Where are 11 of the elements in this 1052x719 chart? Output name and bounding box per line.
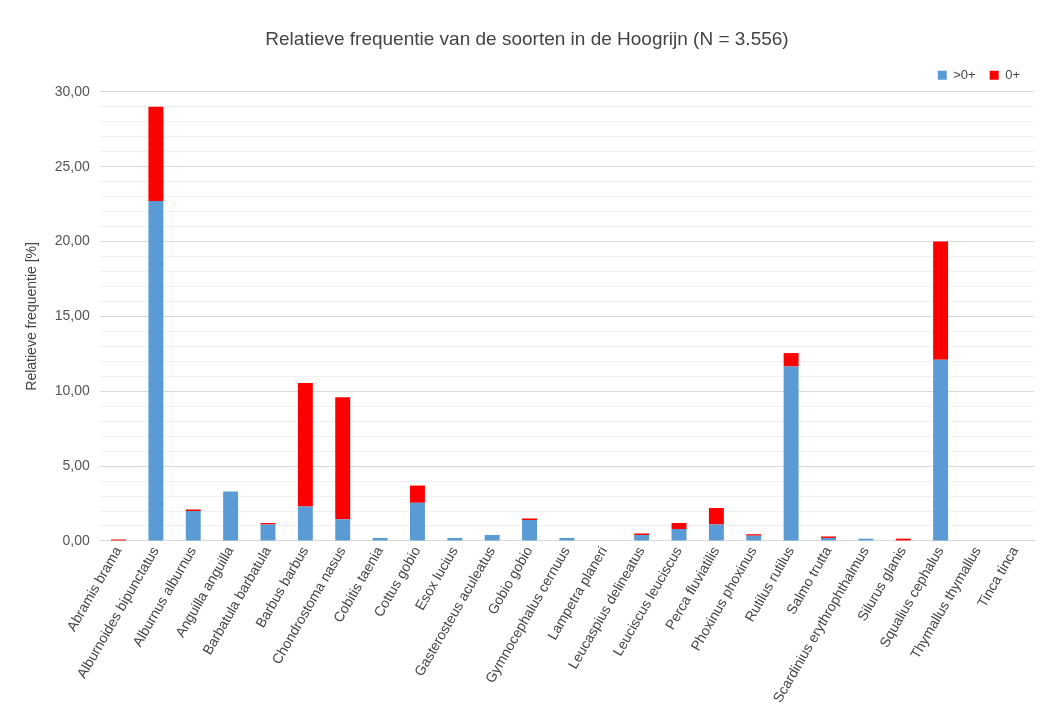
legend-label: >0+ [953,66,976,82]
chart-title: Relatieve frequentie van de soorten in de Hoogrijn (N = 3.556) [265,27,789,49]
legend-label: 0+ [1005,66,1021,82]
y-tick-label: 20,00 [54,232,91,249]
y-axis-title: Relatieve frequentie [%] [23,242,40,391]
y-tick-label: 15,00 [54,307,91,324]
y-tick-label: 10,00 [54,382,91,399]
y-tick-label: 25,00 [54,157,91,174]
y-tick-label: 5,00 [62,456,91,473]
y-tick-label: 0,00 [62,531,91,548]
y-tick-label: 30,00 [54,82,91,99]
